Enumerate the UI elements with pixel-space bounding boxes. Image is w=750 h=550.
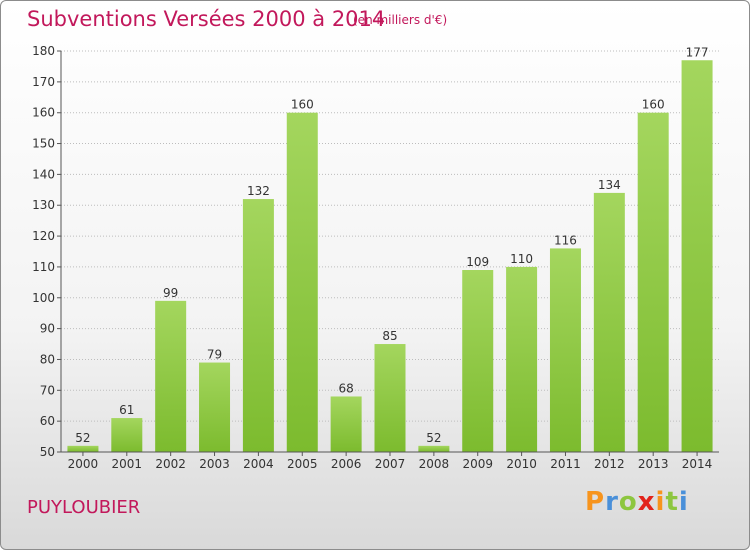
bar [637,112,669,452]
x-tick-label: 2009 [462,457,493,471]
logo-letter: i [678,487,689,517]
data-label: 177 [686,45,709,59]
x-tick-label: 2002 [155,457,186,471]
x-tick-label: 2012 [594,457,625,471]
logo-letter: P [585,487,606,517]
logo-letter: o [618,487,638,517]
logo-letter: i [655,487,666,517]
data-label: 52 [75,431,90,445]
y-tick-label: 120 [32,229,55,243]
x-tick-label: 2004 [243,457,274,471]
y-tick-label: 50 [40,445,55,459]
x-tick-label: 2011 [550,457,581,471]
logo-letter: x [637,487,656,517]
y-tick-label: 80 [40,352,55,366]
data-label: 85 [382,329,397,343]
bar [111,418,143,452]
bar [549,248,581,452]
data-label: 160 [291,98,314,112]
data-label: 116 [554,233,577,247]
bar [593,192,625,452]
bar [199,362,231,452]
data-label: 99 [163,286,178,300]
y-tick-label: 90 [40,322,55,336]
logo-letter: t [665,487,679,517]
axes [57,50,719,456]
data-label: 79 [207,348,222,362]
y-tick-label: 140 [32,167,55,181]
bar [506,266,538,452]
bar [67,445,99,452]
y-tick-label: 70 [40,383,55,397]
logo-letter: r [605,487,619,517]
x-tick-label: 2000 [68,457,99,471]
y-tick-label: 170 [32,75,55,89]
bar [330,396,362,452]
chart-unit: (en milliers d'€) [353,13,448,27]
x-tick-label: 2007 [375,457,406,471]
labels: 50 60 70 80 90 100 110 120 130 140 150 160 170 180 52 2… [32,44,712,471]
bar [242,199,274,452]
x-tick-label: 2008 [419,457,450,471]
x-tick-label: 2005 [287,457,318,471]
x-tick-label: 2006 [331,457,362,471]
bar [418,445,450,452]
bar [681,60,713,452]
y-tick-label: 160 [32,106,55,120]
bar [462,270,494,452]
commune-name: PUYLOUBIER [27,497,141,518]
y-tick-label: 110 [32,260,55,274]
proxiti-logo: Proxiti [585,487,689,517]
x-tick-label: 2010 [506,457,537,471]
data-label: 68 [338,381,353,395]
bar [374,344,406,452]
data-label: 110 [510,252,533,266]
data-label: 61 [119,403,134,417]
data-label: 134 [598,178,621,192]
chart-title: Subventions Versées 2000 à 2014 [27,7,386,31]
x-tick-label: 2013 [638,457,669,471]
data-label: 132 [247,184,270,198]
bars [67,60,713,452]
data-label: 52 [426,431,441,445]
x-tick-label: 2014 [682,457,713,471]
y-tick-label: 150 [32,137,55,151]
x-tick-label: 2003 [199,457,230,471]
bar [286,112,318,452]
y-tick-label: 180 [32,44,55,58]
bar [155,300,187,452]
y-tick-label: 130 [32,198,55,212]
y-tick-label: 60 [40,414,55,428]
y-tick-label: 100 [32,291,55,305]
data-label: 160 [642,98,665,112]
data-label: 109 [466,255,489,269]
x-tick-label: 2001 [112,457,143,471]
